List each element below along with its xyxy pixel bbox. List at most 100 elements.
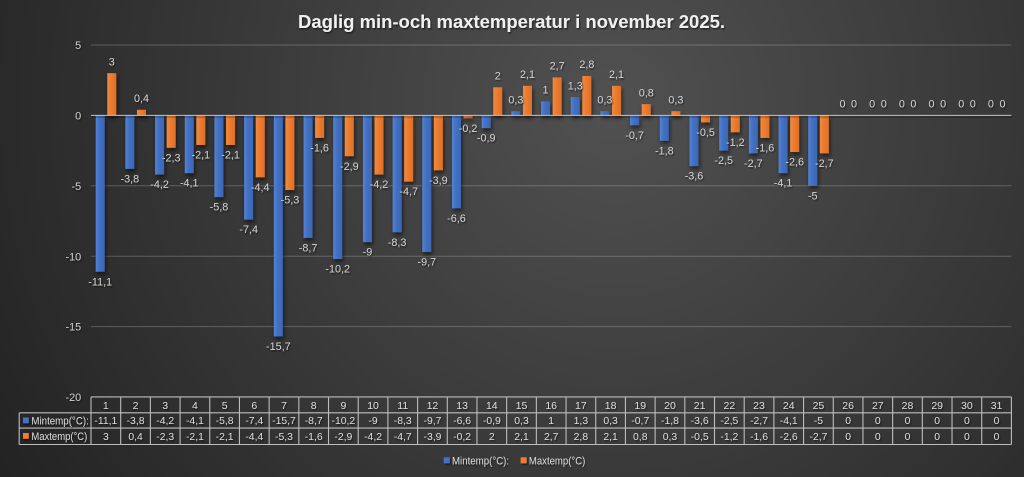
svg-text:-1,8: -1,8 (661, 416, 679, 427)
svg-text:3: 3 (103, 432, 109, 443)
svg-text:-15: -15 (65, 322, 81, 334)
svg-text:14: 14 (486, 400, 498, 412)
svg-text:27: 27 (872, 400, 884, 412)
svg-text:7: 7 (281, 400, 287, 412)
svg-text:0,3: 0,3 (597, 94, 612, 106)
svg-text:-5: -5 (814, 416, 823, 427)
svg-text:-5,8: -5,8 (216, 416, 234, 427)
svg-text:0: 0 (994, 416, 1000, 427)
svg-text:0: 0 (875, 432, 881, 443)
svg-text:-10,2: -10,2 (332, 416, 356, 427)
svg-text:-8,3: -8,3 (388, 237, 407, 249)
svg-text:-9,7: -9,7 (417, 257, 436, 269)
svg-text:0: 0 (845, 432, 851, 443)
svg-text:-20: -20 (65, 392, 81, 404)
svg-text:Maxtemp(°C): Maxtemp(°C) (529, 455, 585, 467)
svg-text:2,1: 2,1 (520, 69, 535, 81)
svg-text:-8,7: -8,7 (299, 243, 318, 255)
svg-text:3: 3 (109, 56, 115, 68)
svg-text:-9,7: -9,7 (423, 416, 441, 427)
svg-text:-0,9: -0,9 (477, 133, 496, 145)
svg-text:-2,6: -2,6 (780, 432, 798, 443)
svg-text:0: 0 (905, 416, 911, 427)
svg-text:22: 22 (723, 400, 735, 412)
svg-text:2,8: 2,8 (574, 432, 589, 443)
svg-text:-2,3: -2,3 (162, 152, 181, 164)
svg-text:20: 20 (664, 400, 676, 412)
svg-text:1: 1 (103, 400, 109, 412)
svg-text:3: 3 (162, 400, 168, 412)
svg-text:9: 9 (340, 400, 346, 412)
svg-text:0,4: 0,4 (128, 432, 143, 443)
svg-text:Daglig min-och maxtemperatur i: Daglig min-och maxtemperatur i november … (298, 12, 725, 32)
svg-text:21: 21 (694, 400, 706, 412)
svg-text:15: 15 (516, 400, 528, 412)
svg-text:-10,2: -10,2 (325, 264, 350, 276)
svg-text:23: 23 (753, 400, 765, 412)
svg-text:-8,3: -8,3 (394, 416, 412, 427)
svg-text:-2,9: -2,9 (340, 161, 359, 173)
svg-text:0: 0 (940, 99, 946, 111)
svg-text:-4,2: -4,2 (156, 416, 174, 427)
svg-text:-7,4: -7,4 (239, 224, 258, 236)
svg-text:1,3: 1,3 (574, 416, 589, 427)
svg-text:-2,1: -2,1 (221, 150, 240, 162)
svg-text:-2,1: -2,1 (186, 432, 204, 443)
svg-text:-3,6: -3,6 (685, 171, 704, 183)
svg-text:1: 1 (548, 416, 554, 427)
svg-text:2: 2 (133, 400, 139, 412)
svg-text:0: 0 (970, 99, 976, 111)
svg-text:-5,3: -5,3 (275, 432, 293, 443)
svg-text:5: 5 (75, 40, 81, 52)
svg-text:10: 10 (367, 400, 379, 412)
svg-text:-7,4: -7,4 (245, 416, 263, 427)
svg-text:-11,1: -11,1 (88, 276, 112, 288)
svg-text:-2,5: -2,5 (720, 416, 738, 427)
svg-text:-2,1: -2,1 (192, 150, 211, 162)
svg-text:-1,2: -1,2 (720, 432, 738, 443)
svg-text:-4,4: -4,4 (251, 182, 270, 194)
svg-text:-1,6: -1,6 (305, 432, 323, 443)
svg-text:11: 11 (397, 400, 408, 412)
svg-text:-2,7: -2,7 (809, 432, 827, 443)
svg-text:-2,5: -2,5 (714, 155, 733, 167)
svg-text:-2,7: -2,7 (744, 158, 763, 170)
svg-text:2,8: 2,8 (579, 59, 594, 71)
svg-text:-4,1: -4,1 (180, 178, 199, 190)
svg-text:4: 4 (192, 400, 198, 412)
svg-text:12: 12 (427, 400, 439, 412)
svg-text:26: 26 (842, 400, 854, 412)
svg-text:16: 16 (545, 400, 557, 412)
svg-text:2,7: 2,7 (550, 61, 565, 73)
svg-text:19: 19 (634, 400, 646, 412)
svg-text:0,8: 0,8 (633, 432, 648, 443)
svg-text:-4,1: -4,1 (186, 416, 204, 427)
svg-text:0: 0 (934, 416, 940, 427)
svg-text:0: 0 (994, 432, 1000, 443)
svg-text:0: 0 (988, 99, 994, 111)
svg-text:-4,7: -4,7 (399, 186, 418, 198)
svg-text:-1,6: -1,6 (310, 143, 329, 155)
svg-text:-15,7: -15,7 (272, 416, 296, 427)
svg-text:28: 28 (902, 400, 914, 412)
svg-text:-0,9: -0,9 (483, 416, 501, 427)
svg-text:-0,7: -0,7 (625, 130, 644, 142)
svg-text:1,3: 1,3 (568, 80, 583, 92)
svg-text:-1,6: -1,6 (750, 432, 768, 443)
svg-text:6: 6 (251, 400, 257, 412)
svg-text:-5: -5 (72, 181, 82, 193)
svg-text:0,3: 0,3 (603, 416, 618, 427)
svg-text:0: 0 (845, 416, 851, 427)
svg-text:0,3: 0,3 (508, 94, 523, 106)
svg-text:0: 0 (869, 99, 875, 111)
svg-text:-2,7: -2,7 (815, 158, 834, 170)
svg-text:2,7: 2,7 (544, 432, 559, 443)
svg-text:Mintemp(°C):: Mintemp(°C): (31, 415, 88, 427)
svg-text:2: 2 (495, 70, 501, 82)
svg-text:-0,2: -0,2 (459, 123, 478, 135)
svg-text:0: 0 (75, 111, 81, 123)
svg-text:-9: -9 (368, 416, 377, 427)
svg-text:0: 0 (958, 99, 964, 111)
svg-text:13: 13 (456, 400, 468, 412)
svg-text:-4,2: -4,2 (150, 179, 169, 191)
